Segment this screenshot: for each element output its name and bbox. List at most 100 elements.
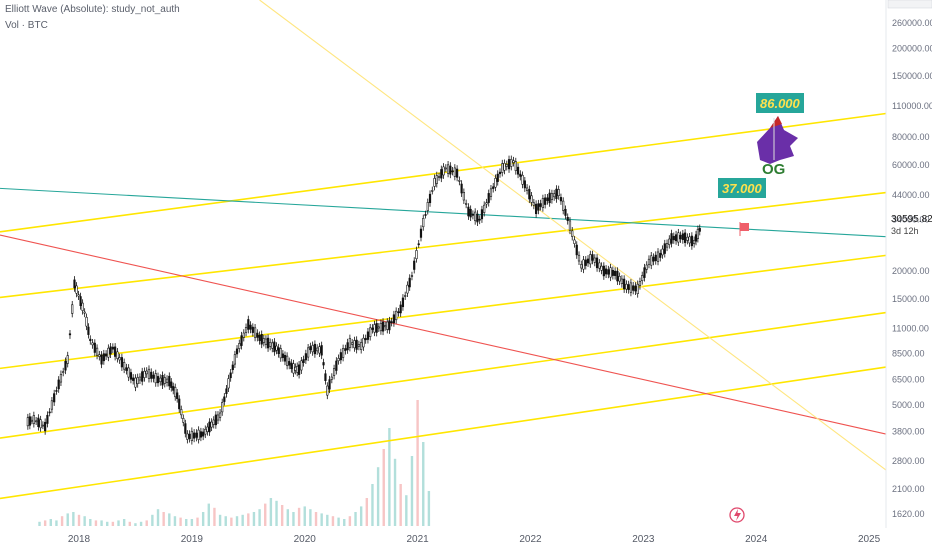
price-candles — [26, 155, 701, 445]
volume-bar — [354, 512, 357, 526]
price-candle — [616, 270, 619, 282]
price-candle — [95, 347, 99, 356]
price-candle — [386, 321, 389, 330]
price-candle — [539, 203, 542, 207]
logo-text: OG — [762, 161, 785, 178]
price-candle — [489, 188, 493, 197]
price-candle — [346, 342, 349, 351]
price-candle — [494, 178, 497, 188]
volume-bar — [185, 519, 188, 526]
price-candle — [240, 335, 243, 346]
volume-title[interactable]: Vol · BTC — [5, 20, 48, 31]
price-candle — [28, 416, 31, 426]
price-candle — [26, 417, 29, 427]
price-candle — [266, 337, 270, 349]
price-candle — [582, 259, 585, 270]
volume-bar — [309, 509, 312, 526]
price-candle — [406, 284, 409, 294]
price-candle — [168, 375, 171, 387]
x-tick-label: 2023 — [632, 534, 655, 545]
price-candle — [690, 235, 693, 247]
price-candle — [218, 412, 222, 418]
volume-bar — [422, 442, 425, 526]
price-candle — [654, 254, 657, 262]
price-candle — [111, 346, 114, 350]
price-candle — [550, 193, 554, 200]
price-candle — [258, 334, 261, 341]
price-candle — [528, 189, 531, 200]
target-37-annotation[interactable]: 37.000 — [718, 178, 766, 198]
price-candle — [503, 162, 506, 171]
price-candle — [501, 163, 504, 173]
volume-bar — [156, 509, 160, 526]
price-candle — [377, 326, 380, 329]
volume-bar — [292, 512, 295, 526]
y-tick-label: 5000.00 — [892, 400, 925, 410]
trendline-channel — [0, 254, 887, 370]
y-tick-label: 2800.00 — [892, 456, 925, 466]
price-candle — [262, 338, 265, 343]
price-candle — [32, 415, 35, 424]
price-candle — [286, 355, 289, 366]
volume-bar — [179, 517, 182, 526]
volume-bar — [286, 509, 290, 526]
price-candle — [309, 346, 312, 351]
price-candle — [366, 331, 370, 340]
price-candle — [39, 419, 42, 429]
price-candle — [600, 265, 603, 271]
time-axis[interactable]: 2018 2019 2020 2021 2022 2023 2024 2025 — [68, 534, 881, 545]
price-candle — [602, 265, 605, 277]
price-candle — [544, 197, 547, 205]
price-candle — [188, 433, 191, 439]
price-candle — [428, 193, 432, 204]
price-candle — [694, 234, 698, 242]
y-tick-label: 1620.00 — [892, 509, 925, 519]
price-candle — [100, 354, 103, 365]
flag-icon[interactable] — [739, 222, 749, 236]
price-candle — [440, 169, 443, 179]
price-candle — [401, 297, 405, 308]
trendlines — [0, 0, 887, 500]
price-candle — [670, 233, 673, 244]
price-candle — [165, 378, 169, 383]
price-candle — [449, 165, 452, 175]
target-86-annotation[interactable]: 86.000 — [756, 93, 804, 113]
price-candle — [81, 302, 84, 311]
price-candle — [302, 359, 305, 363]
price-candle — [176, 392, 179, 399]
price-candle — [647, 258, 651, 265]
price-candle — [229, 372, 232, 379]
price-candle — [227, 378, 230, 389]
price-candle — [645, 264, 648, 270]
price-candle — [150, 371, 153, 379]
price-axis[interactable]: 1620.00 2100.00 2800.00 3800.00 5000.00 6500.… — [892, 18, 932, 519]
price-candle — [686, 236, 689, 241]
price-candle — [123, 362, 126, 370]
price-candle — [290, 362, 293, 370]
y-tick-label: 150000.00 — [892, 71, 932, 81]
price-candle — [442, 166, 445, 176]
y-tick-label: 6500.00 — [892, 375, 925, 385]
price-candle — [212, 419, 215, 425]
price-candle — [672, 236, 675, 241]
trendline-downtrend_red — [0, 234, 887, 435]
price-candle — [643, 267, 646, 278]
y-tick-label: 20000.00 — [892, 266, 930, 276]
price-candle — [510, 159, 513, 167]
volume-bar — [405, 495, 408, 526]
price-candle — [247, 319, 250, 330]
price-candle — [193, 432, 196, 439]
price-candle — [516, 166, 520, 175]
price-candle — [85, 316, 88, 327]
price-candle — [577, 254, 581, 262]
study-title[interactable]: Elliott Wave (Absolute): study_not_auth — [5, 4, 180, 15]
lightning-event-icon[interactable] — [729, 507, 745, 523]
price-candle — [132, 377, 135, 381]
price-candle — [48, 411, 51, 414]
price-candle — [535, 203, 538, 215]
price-candle — [102, 353, 105, 362]
volume-bar — [224, 516, 227, 526]
price-candle — [417, 243, 420, 246]
